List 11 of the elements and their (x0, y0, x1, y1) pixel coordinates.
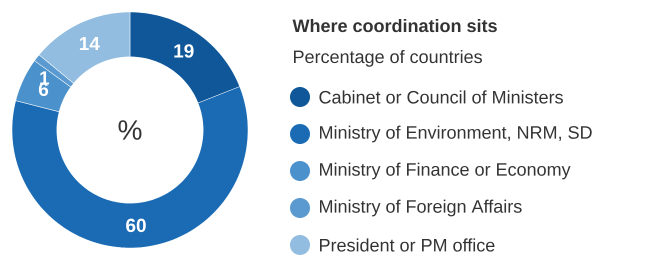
data-label: 19 (174, 44, 194, 58)
data-label: 14 (80, 36, 100, 50)
legend-label: Ministry of Environment, NRM, SD (320, 126, 592, 142)
legend-label: Ministry of Finance or Economy (320, 162, 571, 180)
legend-label: President or PM office (320, 238, 494, 252)
text: Percentage of countries (294, 50, 482, 67)
data-label: 60 (126, 218, 146, 232)
chart-title: Where coordination sits (292, 18, 497, 32)
text: % (118, 120, 142, 140)
legend-label: Ministry of Foreign Affairs (320, 200, 522, 216)
legend-label: Cabinet or Council of Ministers (319, 90, 563, 104)
